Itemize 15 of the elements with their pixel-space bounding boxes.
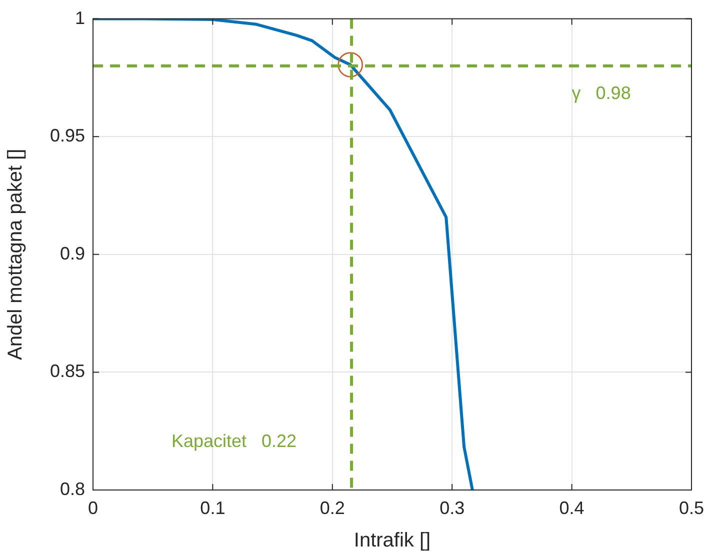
y-tick-label: 0.95 (50, 126, 85, 146)
x-tick-label: 0.5 (678, 498, 704, 518)
y-tick-label: 0.9 (60, 243, 85, 264)
ref-line-label: Kapacitet 0.22 (171, 430, 297, 451)
x-tick-label: 0.1 (200, 498, 226, 518)
x-tick-label: 0.4 (559, 498, 584, 518)
x-tick-label: 0 (88, 498, 98, 518)
x-tick-label: 0.3 (440, 498, 465, 518)
ref-line-label: γ 0.98 (572, 82, 631, 103)
y-tick-label: 1 (74, 8, 85, 28)
y-tick-label: 0.85 (50, 361, 85, 382)
x-axis-title: Intrafik [] (354, 530, 431, 552)
y-tick-label: 0.8 (60, 478, 85, 499)
y-axis-title: Andel mottagna paket [] (4, 148, 27, 360)
x-tick-label: 0.2 (320, 498, 345, 518)
